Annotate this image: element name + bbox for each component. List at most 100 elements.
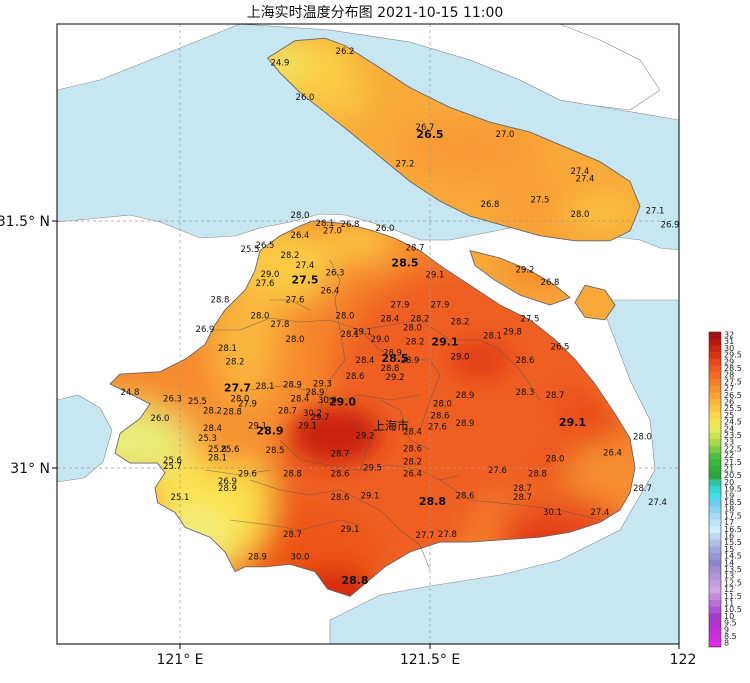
- colorbar-swatch: [709, 365, 721, 373]
- station-value: 26.8: [341, 220, 360, 230]
- colorbar-label: 21.5: [724, 458, 742, 467]
- colorbar-label: 20: [724, 478, 734, 487]
- station-value: 28.9: [401, 356, 420, 366]
- station-value: 28.0: [633, 432, 652, 442]
- colorbar-label: 26: [724, 398, 734, 407]
- station-value: 28.6: [346, 372, 365, 382]
- station-value: 26.8: [481, 200, 500, 210]
- colorbar-label: 19: [724, 491, 734, 500]
- colorbar-swatch: [709, 452, 721, 460]
- station-value: 28.6: [331, 493, 350, 503]
- station-value: 29.1: [248, 422, 267, 432]
- station-value: 28.4: [291, 394, 310, 404]
- colorbar-label: 25: [724, 411, 734, 420]
- colorbar-swatch: [709, 533, 721, 540]
- station-value: 28.1: [256, 382, 275, 392]
- colorbar-label: 10: [724, 612, 734, 621]
- station-value: 26.4: [321, 287, 340, 297]
- colorbar-swatch: [709, 633, 721, 641]
- colorbar-label: 31: [724, 337, 734, 346]
- colorbar-swatch: [709, 472, 721, 480]
- station-value: 29.0: [451, 352, 470, 362]
- station-value: 27.6: [256, 279, 275, 289]
- station-value: 28.0: [546, 455, 565, 465]
- colorbar-label: 29.5: [724, 351, 742, 360]
- colorbar-swatch: [709, 546, 721, 554]
- station-value: 27.6: [286, 296, 305, 306]
- colorbar-legend: 32313029.52928.52827.52726.52625.52524.5…: [708, 331, 742, 648]
- station-value: 29.3: [313, 380, 332, 390]
- station-value: 27.1: [646, 207, 665, 217]
- station-value: 28.0: [571, 210, 590, 220]
- colorbar-outline: [708, 331, 722, 648]
- station-value: 28.9: [283, 381, 302, 391]
- station-value: 29.0: [329, 395, 356, 408]
- colorbar-label: 8.5: [724, 632, 737, 641]
- station-value: 29.6: [238, 469, 257, 479]
- colorbar-label: 17: [724, 518, 734, 527]
- station-value: 26.7: [416, 123, 435, 133]
- station-value: 28.3: [516, 388, 535, 398]
- station-value: 26.5: [416, 128, 443, 141]
- x-tick-121: 121° E: [156, 652, 203, 668]
- y-tick-31-5: 31.5° N: [0, 214, 50, 230]
- station-value: 27.4: [296, 261, 315, 271]
- station-value: 26.8: [541, 278, 560, 288]
- station-value: 28.8: [211, 296, 230, 306]
- station-value: 26.9: [218, 477, 237, 487]
- station-value: 26.3: [326, 268, 345, 278]
- station-value: 29.7: [311, 413, 330, 423]
- map-canvas: 24.926.226.026.726.5 27.027.227.427.426.8…: [57, 24, 679, 644]
- station-value: 27.0: [496, 130, 515, 140]
- station-value: 27.2: [396, 160, 415, 170]
- map-title: 上海实时温度分布图 2021-10-15 11:00: [246, 5, 504, 21]
- colorbar-label: 12: [724, 585, 734, 594]
- station-value: 28.9: [456, 419, 475, 429]
- colorbar-label: 15: [724, 545, 734, 554]
- station-value: 27.4: [576, 175, 595, 185]
- colorbar-label: 13: [724, 572, 734, 581]
- station-value: 28.2: [411, 314, 430, 324]
- station-value: 27.4: [648, 498, 667, 508]
- station-value: 28.1: [208, 454, 227, 464]
- colorbar-swatch: [709, 539, 721, 547]
- taihu-lake: [57, 394, 113, 483]
- station-value: 28.1: [218, 344, 237, 354]
- station-value: 28.4: [381, 314, 400, 324]
- station-value: 28.6: [403, 445, 422, 455]
- colorbar-swatch: [709, 445, 721, 453]
- colorbar-label: 8: [724, 639, 729, 648]
- colorbar-swatch: [709, 412, 721, 420]
- upper-river-bank: [57, 24, 241, 91]
- colorbar-swatch: [709, 626, 721, 634]
- colorbar-swatch: [709, 405, 721, 413]
- station-value: 28.1: [316, 219, 335, 229]
- station-value: 28.2: [403, 458, 422, 468]
- colorbar-label: 23: [724, 438, 734, 447]
- city-label: 上海市: [373, 418, 409, 433]
- station-value: 25.3: [198, 434, 217, 444]
- station-value: 28.0: [291, 211, 310, 221]
- station-value: 29.2: [356, 431, 375, 441]
- station-value: 28.2: [451, 318, 470, 328]
- colorbar-label: 12.5: [724, 578, 742, 587]
- station-value: 28.7: [513, 493, 532, 503]
- colorbar-label: 26.5: [724, 391, 742, 400]
- station-value: 28.8: [283, 469, 302, 479]
- colorbar-label: 28: [724, 371, 734, 380]
- station-value: 25.6: [163, 456, 182, 466]
- colorbar-swatch: [709, 466, 721, 473]
- station-value: 28.9: [218, 484, 237, 494]
- colorbar-swatch: [709, 526, 721, 534]
- colorbar-swatch: [709, 439, 721, 447]
- station-value: 28.8: [223, 408, 242, 418]
- colorbar-swatch: [709, 620, 721, 628]
- colorbar-label: 20.5: [724, 471, 742, 480]
- colorbar-label: 16: [724, 532, 734, 541]
- station-value: 26.9: [196, 325, 215, 335]
- colorbar-label: 9.5: [724, 619, 737, 628]
- colorbar-label: 22.5: [724, 444, 742, 453]
- colorbar-label: 22: [724, 451, 734, 460]
- station-value: 28.9: [306, 388, 325, 398]
